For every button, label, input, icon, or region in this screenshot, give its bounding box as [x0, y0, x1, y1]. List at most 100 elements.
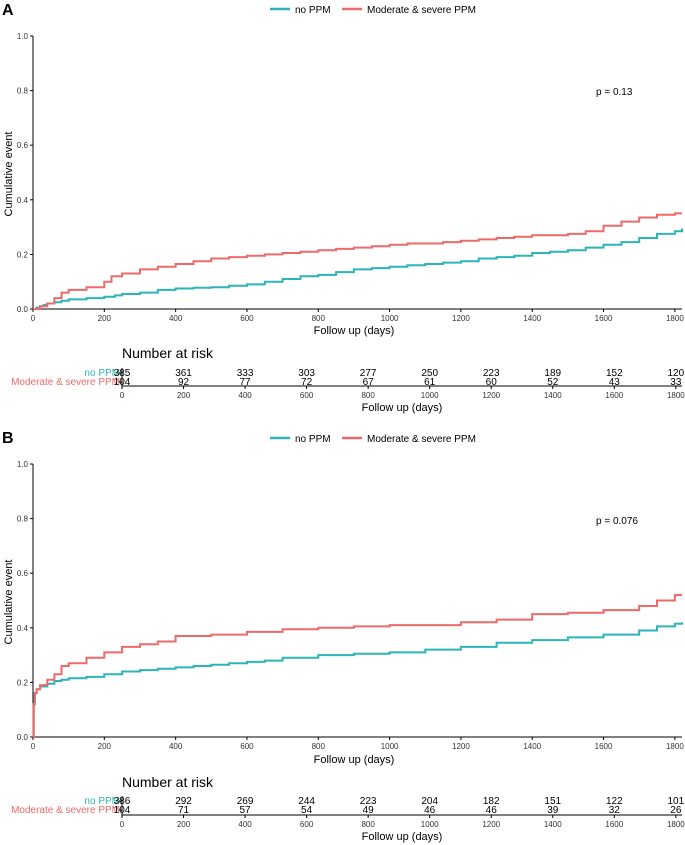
- y-tick-label: 0.2: [17, 678, 29, 687]
- series-line-no-ppm: [33, 228, 683, 310]
- series-line-severe-ppm: [33, 212, 682, 310]
- risk-x-tick-label: 400: [238, 820, 252, 829]
- y-tick-label: 0.0: [17, 305, 29, 314]
- risk-x-tick-label: 1400: [544, 820, 562, 829]
- legend-label-severe-ppm: Moderate & severe PPM: [367, 434, 476, 445]
- risk-value-severe-ppm: 54: [301, 805, 313, 816]
- x-axis-label: Follow up (days): [314, 325, 395, 337]
- y-axis-label: Cumulative event: [3, 132, 15, 217]
- x-tick-label: 200: [98, 742, 112, 751]
- x-tick-label: 600: [240, 742, 254, 751]
- risk-value-severe-ppm: 67: [363, 377, 375, 388]
- x-tick-label: 600: [240, 314, 254, 323]
- risk-x-tick-label: 1400: [544, 391, 562, 400]
- risk-value-no-ppm: 303: [298, 368, 315, 379]
- y-tick-label: 0.4: [17, 196, 29, 205]
- x-tick-label: 1400: [523, 314, 541, 323]
- risk-x-tick-label: 1800: [667, 391, 685, 400]
- y-tick-label: 0.8: [17, 87, 29, 96]
- x-tick-label: 1800: [666, 742, 684, 751]
- risk-value-no-ppm: 277: [360, 368, 377, 379]
- risk-table-x-label: Follow up (days): [362, 831, 443, 843]
- plot-area: 0.0 0.2 0.4 0.6 0.8 1.0 0 200 400 600 800 1000 1200 1…: [17, 32, 684, 323]
- risk-row-label-severe-ppm: Moderate & severe PPM: [11, 377, 120, 388]
- risk-value-severe-ppm: 26: [670, 805, 682, 816]
- x-tick-label: 200: [98, 314, 112, 323]
- risk-x-tick-label: 600: [300, 820, 314, 829]
- risk-value-severe-ppm: 32: [609, 805, 621, 816]
- risk-x-tick-label: 1600: [605, 820, 623, 829]
- x-tick-label: 1200: [452, 314, 470, 323]
- x-tick-label: 1400: [523, 742, 541, 751]
- y-tick-label: 0.6: [17, 141, 29, 150]
- risk-x-tick-label: 800: [361, 391, 375, 400]
- risk-row-label-severe-ppm: Moderate & severe PPM: [11, 805, 120, 816]
- panel-label: A: [2, 2, 14, 19]
- risk-value-no-ppm: 244: [298, 796, 315, 807]
- risk-value-no-ppm: 101: [668, 796, 685, 807]
- risk-table: 385 361 333 303 277 250 223 189 152 120 104 92 77 72 6…: [114, 368, 685, 400]
- risk-value-no-ppm: 151: [544, 796, 561, 807]
- risk-table-x-label: Follow up (days): [362, 402, 443, 414]
- legend: no PPM Moderate & severe PPM: [270, 434, 476, 445]
- risk-value-no-ppm: 292: [175, 796, 192, 807]
- risk-x-tick-label: 600: [300, 391, 314, 400]
- risk-row-label-no-ppm: no PPM: [84, 796, 120, 807]
- risk-value-no-ppm: 250: [421, 368, 438, 379]
- x-tick-label: 1600: [595, 314, 613, 323]
- y-tick-label: 0.8: [17, 515, 29, 524]
- risk-x-tick-label: 0: [120, 391, 125, 400]
- risk-x-tick-label: 0: [120, 820, 125, 829]
- risk-value-severe-ppm: 49: [363, 805, 375, 816]
- risk-table-title: Number at risk: [122, 774, 214, 790]
- risk-x-tick-label: 1000: [421, 391, 439, 400]
- risk-value-severe-ppm: 92: [178, 377, 190, 388]
- risk-value-severe-ppm: 72: [301, 377, 313, 388]
- x-tick-label: 1000: [381, 314, 399, 323]
- series-line-severe-ppm: [32, 594, 682, 738]
- risk-value-severe-ppm: 46: [424, 805, 436, 816]
- risk-value-severe-ppm: 77: [240, 377, 252, 388]
- risk-value-severe-ppm: 61: [424, 377, 436, 388]
- x-tick-label: 0: [31, 314, 36, 323]
- risk-x-tick-label: 1800: [667, 820, 685, 829]
- plot-area: 0.0 0.2 0.4 0.6 0.8 1.0 0 200 400 600 800 1000 1200 1…: [17, 460, 684, 751]
- risk-value-no-ppm: 152: [606, 368, 623, 379]
- risk-value-severe-ppm: 52: [547, 377, 559, 388]
- legend: no PPM Moderate & severe PPM: [270, 5, 476, 16]
- risk-value-no-ppm: 182: [483, 796, 500, 807]
- risk-value-severe-ppm: 57: [240, 805, 252, 816]
- legend-label-no-ppm: no PPM: [295, 434, 331, 445]
- y-tick-label: 0.6: [17, 569, 29, 578]
- x-tick-label: 1200: [452, 742, 470, 751]
- risk-value-severe-ppm: 43: [609, 377, 621, 388]
- x-axis-label: Follow up (days): [314, 754, 395, 766]
- legend-label-no-ppm: no PPM: [295, 5, 331, 16]
- risk-value-no-ppm: 223: [360, 796, 377, 807]
- risk-x-tick-label: 400: [238, 391, 252, 400]
- p-value-annotation: p = 0.076: [596, 516, 638, 527]
- risk-value-no-ppm: 204: [421, 796, 438, 807]
- risk-value-no-ppm: 122: [606, 796, 623, 807]
- risk-table: 386 292 269 244 223 204 182 151 122 101 104 71 57 54 4…: [114, 796, 685, 829]
- y-tick-label: 0.4: [17, 624, 29, 633]
- x-tick-label: 0: [31, 742, 36, 751]
- risk-value-no-ppm: 333: [237, 368, 254, 379]
- risk-x-tick-label: 1200: [482, 820, 500, 829]
- panel-a: A no PPM Moderate & severe PPM Cumulativ…: [2, 2, 685, 414]
- risk-table-title: Number at risk: [122, 345, 214, 361]
- risk-value-no-ppm: 223: [483, 368, 500, 379]
- risk-value-no-ppm: 269: [237, 796, 254, 807]
- legend-label-severe-ppm: Moderate & severe PPM: [367, 5, 476, 16]
- y-tick-label: 1.0: [17, 32, 29, 41]
- risk-value-severe-ppm: 33: [670, 377, 682, 388]
- risk-value-severe-ppm: 60: [486, 377, 498, 388]
- risk-row-label-no-ppm: no PPM: [84, 368, 120, 379]
- risk-x-tick-label: 1200: [482, 391, 500, 400]
- risk-value-no-ppm: 386: [114, 796, 131, 807]
- risk-value-severe-ppm: 71: [178, 805, 190, 816]
- series-line-no-ppm: [32, 622, 683, 738]
- risk-value-no-ppm: 120: [668, 368, 685, 379]
- x-tick-label: 1600: [595, 742, 613, 751]
